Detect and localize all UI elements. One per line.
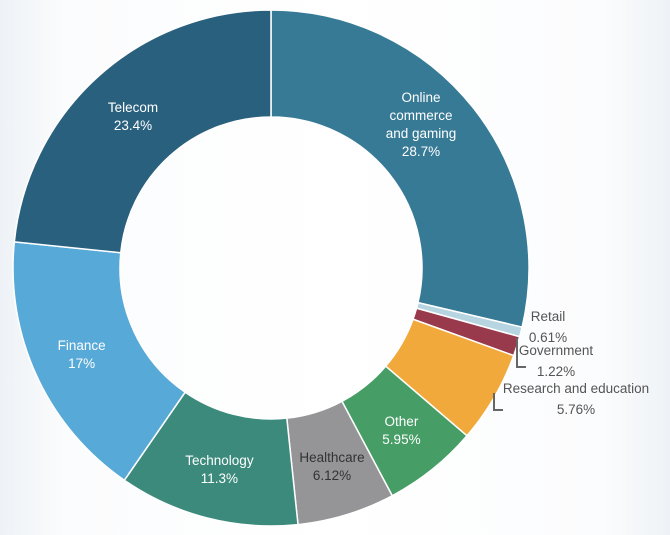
slice-telecom[interactable]	[13, 9, 272, 254]
slice-name-label: commerce	[389, 108, 453, 123]
slice-value-label: 5.95%	[382, 431, 421, 447]
leader-line	[493, 393, 503, 411]
slice-label: Research and education 5.76%	[503, 378, 649, 420]
slice-label: Government 1.22%	[519, 340, 593, 382]
slice-value-label: 17%	[68, 356, 96, 372]
slice-name-label: and gaming	[385, 126, 457, 141]
slice-label: Online commerce and gaming 28.7%	[386, 89, 457, 161]
slice-name-label: Retail	[530, 309, 566, 324]
slice-label: Finance 17%	[58, 337, 106, 373]
slice-name-label: Healthcare	[299, 450, 365, 466]
leader-line	[516, 338, 526, 368]
slice-name-label: Research and education	[502, 381, 650, 396]
slice-label: Retail 0.61%	[529, 306, 567, 348]
slice-value-label: 0.61%	[528, 330, 568, 345]
slice-label: Technology 11.3%	[185, 452, 253, 488]
slice-name-label: Telecom	[107, 100, 159, 115]
slice-name-label: Government	[518, 343, 594, 358]
slice-name-label: Technology	[185, 453, 254, 469]
slice-online-commerce-and-gaming[interactable]	[270, 9, 530, 329]
slice-value-label: 11.3%	[200, 471, 239, 487]
slice-finance[interactable]	[12, 241, 187, 482]
slice-label: Other 5.95%	[382, 413, 420, 449]
slice-value-label: 23.4%	[113, 118, 153, 133]
slice-name-label: Other	[384, 413, 419, 429]
slice-value-label: 28.7%	[401, 144, 441, 159]
slice-name-label: Finance	[57, 338, 106, 354]
slice-name-label: Online	[401, 90, 441, 105]
slice-value-label: 6.12%	[312, 468, 352, 484]
slice-label: Telecom 23.4%	[108, 99, 158, 135]
slice-value-label: 5.76%	[556, 402, 596, 417]
slice-value-label: 1.22%	[536, 364, 576, 379]
slice-label: Healthcare 6.12%	[299, 449, 364, 485]
